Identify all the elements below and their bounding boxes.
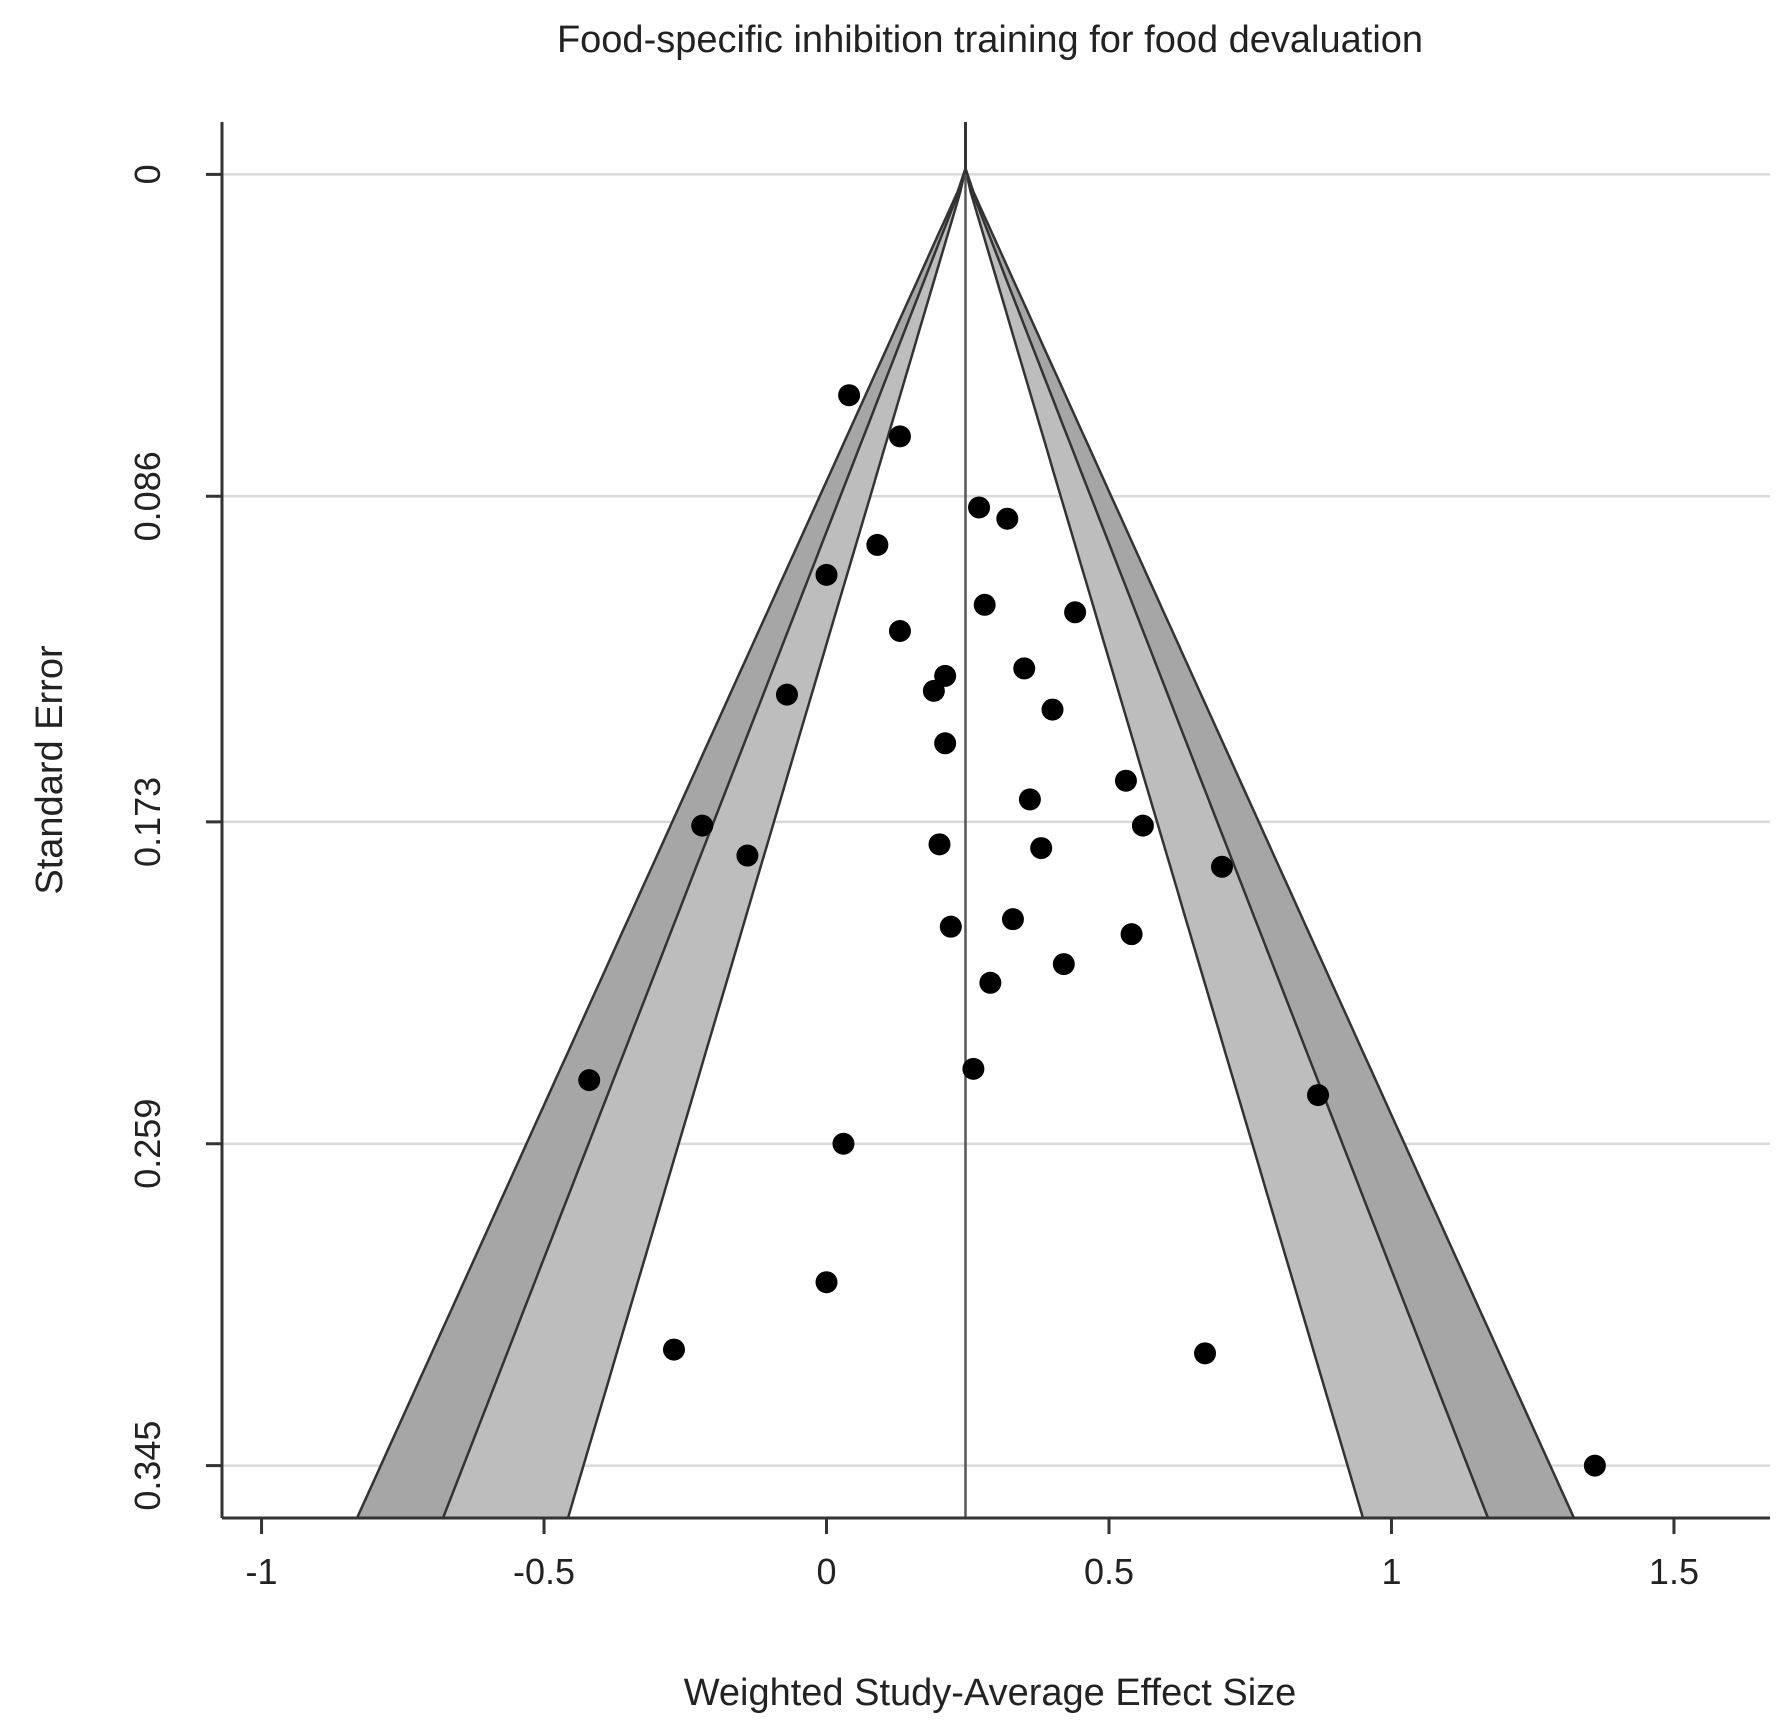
plot-area <box>222 122 1770 1518</box>
contour-edge-1-left <box>441 122 967 1518</box>
data-point-32 <box>815 1271 838 1294</box>
data-point-3 <box>996 507 1019 530</box>
data-point-7 <box>1064 601 1087 624</box>
data-point-13 <box>1041 698 1064 721</box>
y-axis-label: Standard Error <box>29 645 71 895</box>
contour-edge-2-left <box>566 122 967 1518</box>
data-point-21 <box>736 844 759 867</box>
x-tick-label-3: 0.5 <box>1084 1551 1134 1592</box>
x-tick-label-5: 1.5 <box>1649 1551 1699 1592</box>
data-point-4 <box>866 533 889 556</box>
y-tick-label-0: 0 <box>127 164 168 184</box>
data-point-27 <box>979 971 1002 994</box>
data-point-18 <box>1131 814 1154 837</box>
x-axis-label: Weighted Study-Average Effect Size <box>684 1672 1297 1714</box>
data-point-0 <box>838 384 861 407</box>
contour-edge-1-right <box>964 122 1490 1518</box>
data-point-15 <box>1114 769 1137 792</box>
data-point-20 <box>1030 837 1053 860</box>
data-point-34 <box>1194 1342 1217 1365</box>
y-tick-label-3: 0.259 <box>127 1099 168 1189</box>
data-point-10 <box>934 664 957 687</box>
axes: -1 -0.5 0 0.5 1 1.5 0 0.086 0.173 0.259 0.345 <box>127 122 1770 1592</box>
data-point-19 <box>928 833 951 856</box>
data-point-29 <box>578 1069 601 1092</box>
data-point-35 <box>1583 1454 1606 1477</box>
data-point-14 <box>934 732 957 755</box>
x-tick-label-2: 0 <box>816 1551 836 1592</box>
plot-content <box>222 122 1770 1518</box>
data-point-2 <box>968 496 991 519</box>
data-point-11 <box>922 679 945 702</box>
data-point-33 <box>662 1338 685 1361</box>
x-tick-label-0: -1 <box>246 1551 278 1592</box>
data-point-26 <box>1052 953 1075 976</box>
contour-edge-0-left <box>355 122 967 1518</box>
y-tick-label-1: 0.086 <box>127 451 168 541</box>
data-point-5 <box>815 563 838 586</box>
contour-edge-2-right <box>964 122 1365 1518</box>
data-point-25 <box>1120 923 1143 946</box>
data-point-8 <box>888 619 911 642</box>
data-point-12 <box>775 683 798 706</box>
contour-band-0-right <box>965 122 1574 1518</box>
data-point-17 <box>691 814 714 837</box>
data-point-22 <box>1210 855 1233 878</box>
data-point-6 <box>973 593 996 616</box>
x-tick-label-4: 1 <box>1381 1551 1401 1592</box>
data-point-30 <box>1307 1084 1330 1107</box>
x-tick-label-1: -0.5 <box>513 1551 575 1592</box>
chart-title: Food-specific inhibition training for fo… <box>557 19 1423 61</box>
data-point-31 <box>832 1132 855 1155</box>
data-point-9 <box>1013 657 1036 680</box>
data-point-1 <box>888 425 911 448</box>
y-tick-label-2: 0.173 <box>127 777 168 867</box>
y-tick-label-4: 0.345 <box>127 1421 168 1511</box>
data-point-23 <box>1001 908 1024 931</box>
contour-edge-0-right <box>964 122 1576 1518</box>
data-point-16 <box>1018 788 1041 811</box>
data-point-28 <box>962 1057 985 1080</box>
contour-band-0-left <box>357 122 966 1518</box>
data-point-24 <box>939 915 962 938</box>
